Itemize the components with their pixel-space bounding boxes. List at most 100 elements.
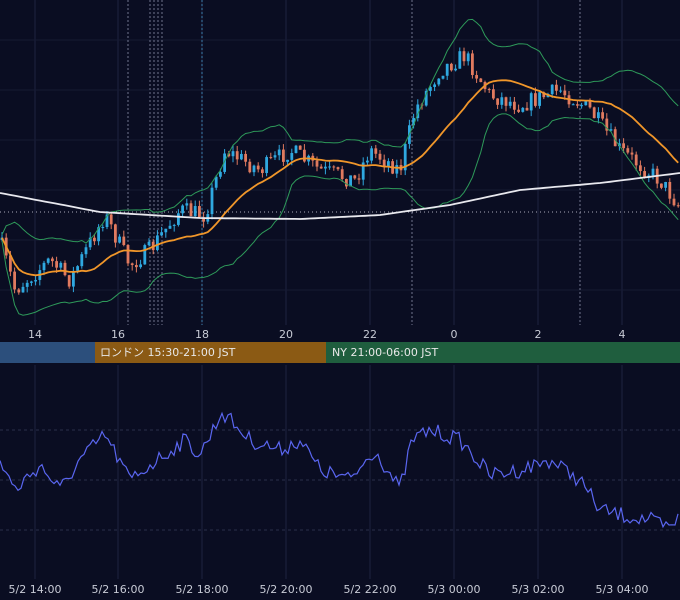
candle-body [471,53,474,76]
candle-body [538,92,541,106]
time-label: 5/3 02:00 [512,583,565,596]
candle-body [315,160,319,167]
time-label: 16 [111,328,125,341]
candle-body [231,151,235,157]
time-label: 5/2 16:00 [92,583,145,596]
candle-body [609,129,613,131]
candle-body [9,255,12,272]
time-label: 2 [535,328,542,341]
candle-body [500,97,504,105]
candle-body [324,166,327,169]
candle-body [105,214,109,227]
candle-body [433,84,436,87]
candle-body [353,175,357,179]
time-label: 0 [451,328,458,341]
candle-body [147,241,151,246]
session-tokyo [0,342,95,363]
candle-body [277,149,281,156]
candle-body [55,261,58,268]
candle-body [21,286,25,293]
candle-body [109,214,113,225]
candle-body [374,148,378,154]
candle-body [496,98,499,105]
time-label: 5/3 00:00 [428,583,481,596]
candle-body [126,245,130,264]
candle-body [181,205,184,214]
time-label: 4 [619,328,626,341]
candle-body [462,51,466,62]
candle-body [378,153,382,160]
candle-body [382,159,386,167]
candle-body [156,235,159,251]
time-label: 22 [363,328,377,341]
candle-body [122,236,126,246]
candle-body [80,254,84,267]
candle-body [17,289,21,293]
candle-body [487,89,491,91]
candle-body [576,104,579,106]
candle-body [492,89,495,99]
candle-body [349,175,352,187]
candle-body [475,75,478,79]
candle-body [592,107,596,119]
candle-body [143,245,147,265]
candle-body [97,227,100,242]
candle-body [84,247,88,255]
candle-body [559,90,562,92]
candle-body [529,93,533,111]
candle-body [328,166,331,168]
oscillator-panel [0,411,679,529]
candle-body [256,165,260,170]
candle-body [605,118,609,131]
time-axis-bottom [0,579,680,600]
candle-body [542,92,546,98]
time-label: 5/3 04:00 [596,583,649,596]
bollinger-upper [1,18,679,244]
candle-body [76,266,79,271]
candle-body [517,109,520,112]
candle-body [412,118,415,126]
candle-body [286,159,289,162]
candle-body [294,145,298,154]
candle-body [676,205,680,207]
candle-body [160,232,163,236]
candle-body [634,154,638,166]
time-axis-top [0,325,680,342]
candle-body [214,176,218,188]
session-london [95,342,326,363]
candle-body [193,206,197,217]
candle-body [189,203,193,217]
candle-body [135,265,138,268]
time-label: 5/2 18:00 [176,583,229,596]
candle-body [395,165,399,174]
candle-body [303,149,306,162]
candle-body [588,100,592,108]
long-moving-average [0,172,680,220]
candle-body [93,237,96,242]
time-label: 5/2 20:00 [260,583,313,596]
candle-body [429,86,432,91]
candle-body [618,143,621,147]
candle-body [450,63,453,71]
candle-body [357,178,361,180]
candle-body [601,112,604,119]
candle-body [261,169,264,174]
candle-body [269,157,273,159]
candle-body [298,145,302,150]
candle-body [25,282,29,287]
candle-body [59,262,63,268]
candle-body [248,161,252,173]
candle-body [235,151,239,160]
candle-body [42,262,46,271]
candle-body [164,228,168,233]
candle-body [664,181,667,188]
candle-body [336,167,340,170]
time-label: 20 [279,328,293,341]
candle-body [340,169,344,179]
candle-body [445,63,449,76]
candle-body [513,101,516,110]
candle-body [202,217,205,222]
candle-body [67,275,71,287]
time-label: 5/2 14:00 [9,583,62,596]
